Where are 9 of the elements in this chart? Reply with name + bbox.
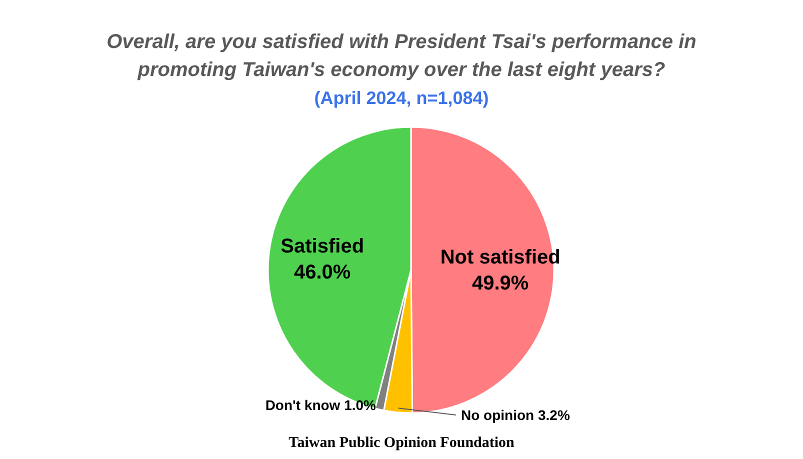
data-label: 46.0% [294,262,351,284]
chart-title: Overall, are you satisfied with President Tsai's performance in promoting Taiwan's economy over the last eight years? [106,31,696,81]
chart-subtitle: (April 2024, n=1,084) [314,88,489,108]
slice-label: Don't know 1.0% [265,397,377,413]
slice-label: Satisfied [280,236,364,258]
data-label: 49.9% [472,272,529,295]
slice-label: No opinion 3.2% [461,407,570,423]
text: Taiwan Public Opinion Foundation [288,435,516,451]
slice-label: Not satisfied [440,246,560,269]
